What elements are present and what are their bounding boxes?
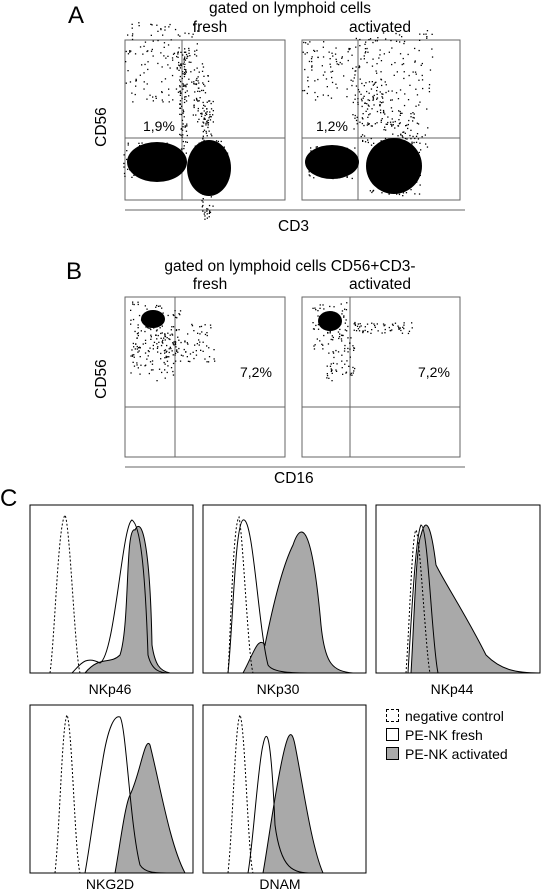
panel-c-label: C	[0, 485, 18, 512]
panel-b-right-percentage: 7,2%	[418, 364, 450, 380]
panel-b-right-title: activated	[348, 276, 412, 293]
filled-swatch-icon	[386, 747, 399, 760]
panel-a-right-percentage: 1,2%	[316, 118, 348, 134]
panel-b-right-dotplot	[301, 296, 461, 458]
panel-b-left-dotplot	[124, 296, 286, 458]
panel-b-left-title: fresh	[192, 276, 228, 293]
histogram-dnam	[202, 704, 367, 874]
panel-b-label: B	[66, 258, 83, 285]
scatter-points	[130, 301, 216, 382]
panel-b-axis-baseline	[125, 466, 465, 468]
panel-b-x-axis-label: CD16	[274, 470, 314, 487]
histogram-nkg2d	[29, 704, 194, 874]
histogram-nkp30	[202, 504, 367, 674]
panel-b-y-axis-label: CD56	[93, 359, 110, 399]
legend-item-pe-nk-fresh: PE-NK fresh	[386, 727, 483, 743]
histogram-nkp44	[375, 504, 541, 674]
panel-a-axis-baseline	[125, 209, 465, 211]
histogram-nkp30-label: NKp30	[256, 681, 300, 697]
panel-a-header: gated on lymphoid cells	[209, 0, 371, 17]
histogram-dnam-label: DNAM	[259, 876, 301, 892]
panel-a-left-dotplot	[123, 22, 286, 220]
panel-a-right-dotplot	[301, 30, 461, 201]
panel-b-header: gated on lymphoid cells CD56+CD3-	[164, 258, 416, 275]
legend-label: PE-NK fresh	[405, 727, 483, 743]
panel-b-left-percentage: 7,2%	[240, 364, 272, 380]
histogram-nkp44-label: NKp44	[430, 681, 474, 697]
panel-a-x-axis-label: CD3	[278, 218, 310, 235]
panel-a-y-axis-label: CD56	[93, 107, 110, 147]
dashed-swatch-icon	[386, 709, 399, 722]
legend-label: PE-NK activated	[405, 746, 508, 762]
legend-item-negative-control: negative control	[386, 708, 504, 724]
panel-a-label: A	[68, 2, 85, 29]
legend-item-pe-nk-activated: PE-NK activated	[386, 746, 508, 762]
panel-a-left-percentage: 1,9%	[143, 118, 175, 134]
histogram-nkg2d-label: NKG2D	[85, 876, 135, 892]
histogram-nkp46	[29, 504, 194, 674]
panel-a-right-title: activated	[348, 19, 412, 36]
histogram-nkp46-label: NKp46	[88, 681, 132, 697]
open-swatch-icon	[386, 728, 399, 741]
legend-label: negative control	[405, 708, 504, 724]
panel-a-left-title: fresh	[192, 19, 228, 36]
